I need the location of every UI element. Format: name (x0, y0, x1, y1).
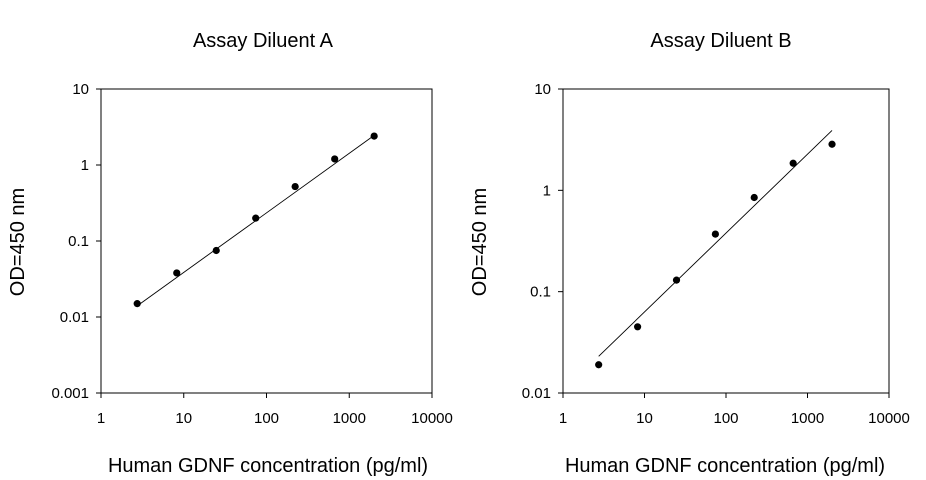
chart-a-data-point (212, 246, 220, 255)
chart-b-data-point (750, 193, 758, 202)
chart-b-data-point (595, 361, 603, 369)
chart-b-data-point (711, 230, 719, 238)
chart-a-xlabel: Human GDNF concentration (pg/ml) (108, 455, 428, 477)
chart-b-data-point (672, 276, 681, 284)
chart-b-x-tick-label: 100 (713, 410, 738, 427)
chart-b-title: Assay Diluent B (650, 30, 791, 52)
chart-a-y-tick-label: 0.01 (60, 309, 89, 326)
chart-b-ylabel: OD=450 nm (469, 188, 491, 296)
chart-a-x-tick-label: 10 (175, 410, 192, 427)
chart-b-data-point (828, 140, 836, 148)
chart-b-plot-frame (562, 88, 890, 394)
chart-a-plot: 1 10 100 1000 10000 0.001 0.01 0.1 1 10 (51, 81, 452, 427)
chart-a-data-point (133, 300, 141, 308)
chart-a-data-point (291, 182, 299, 191)
chart-b-x-tick-label: 10000 (868, 410, 910, 427)
chart-a-data-point (331, 155, 339, 163)
chart-a-y-tick-label: 0.1 (68, 233, 89, 250)
chart-b-data-point (634, 323, 642, 331)
chart-a-x-tick-label: 100 (254, 410, 279, 427)
chart-b-y-tick-label: 10 (534, 81, 551, 98)
chart-a-x-tick-label: 10000 (411, 410, 453, 427)
chart-b-x-tick-label: 1 (559, 410, 567, 427)
chart-a-ylabel: OD=450 nm (7, 188, 29, 296)
chart-a-y-tick-label: 0.001 (51, 385, 89, 402)
chart-b-x-tick-label: 10 (636, 410, 653, 427)
chart-b-fit-line (598, 130, 833, 357)
chart-b-y-tick-label: 0.01 (522, 385, 551, 402)
chart-a-data-point (370, 132, 378, 140)
chart-b-plot: 1 10 100 1000 10000 0.01 0.1 1 10 (522, 81, 910, 427)
chart-a-x-tick-label: 1000 (333, 410, 366, 427)
chart-b-xlabel: Human GDNF concentration (pg/ml) (565, 455, 885, 477)
chart-a-y-tick-label: 1 (81, 157, 89, 174)
chart-a-x-tick-label: 1 (97, 410, 105, 427)
chart-b-y-tick-label: 0.1 (530, 284, 551, 301)
chart-a-plot-frame (100, 88, 433, 394)
chart-b-data-point (789, 159, 797, 167)
chart-a-y-tick-label: 10 (72, 81, 89, 98)
chart-b-x-tick-label: 1000 (791, 410, 824, 427)
chart-a-data-point (252, 214, 260, 222)
chart-b-y-tick-label: 1 (543, 182, 551, 199)
chart-a-title: Assay Diluent A (193, 30, 334, 52)
chart-a-data-point (173, 269, 181, 277)
